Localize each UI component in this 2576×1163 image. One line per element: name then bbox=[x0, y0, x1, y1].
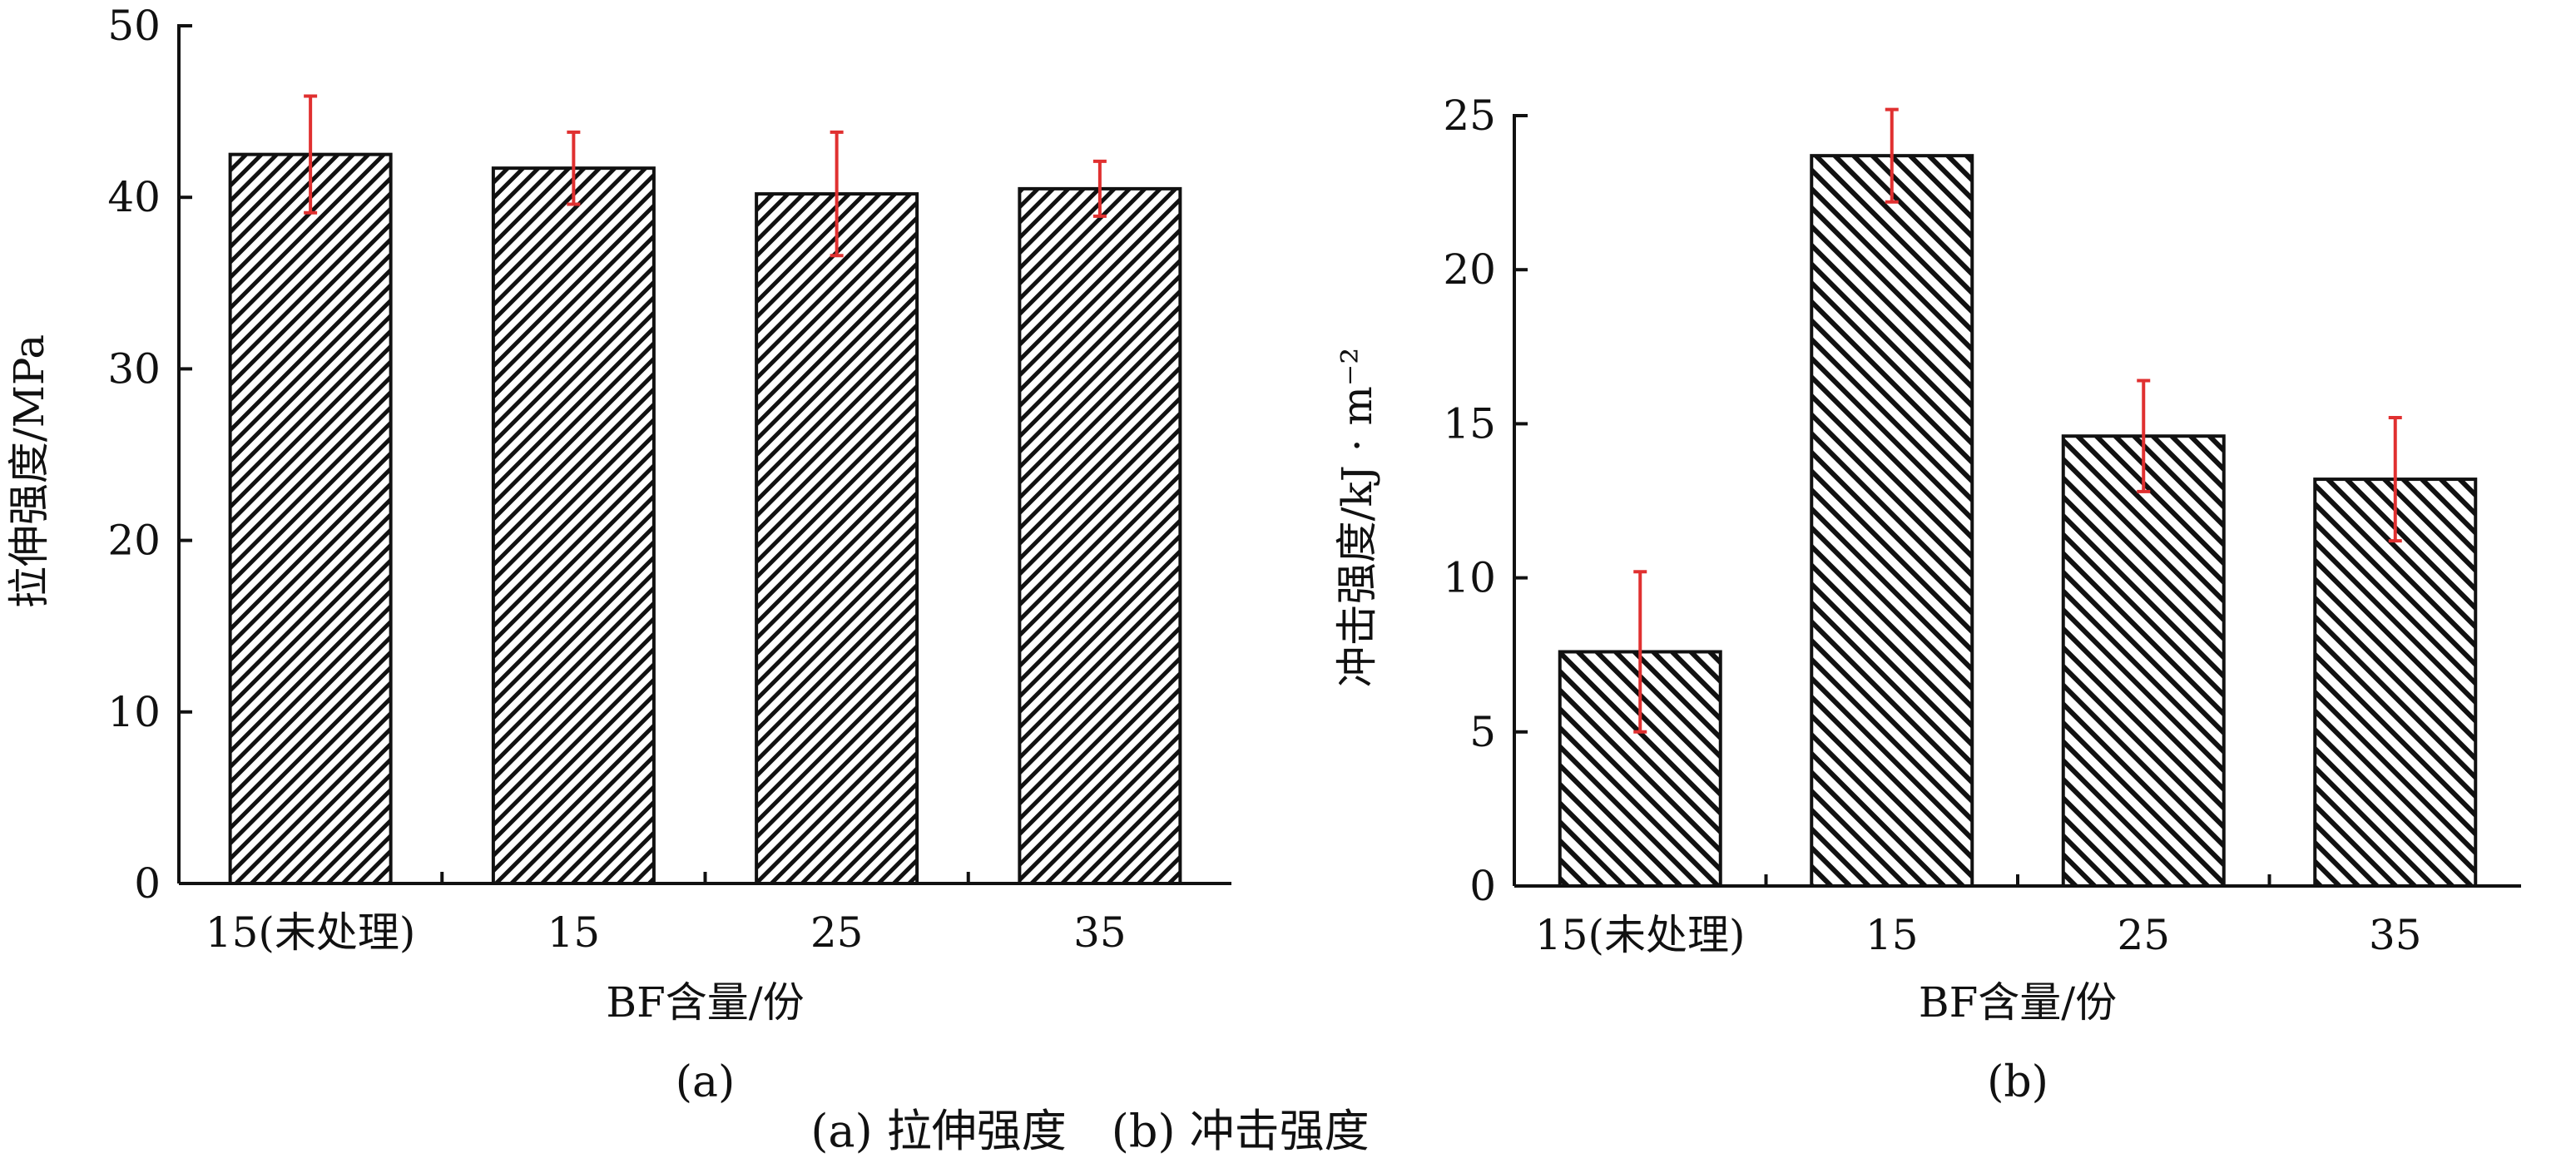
y-tick-label: 10 bbox=[1443, 554, 1496, 602]
x-tick-label: 15 bbox=[547, 908, 601, 957]
figure-caption: (a) 拉伸强度 (b) 冲击强度 bbox=[810, 1105, 1369, 1157]
x-tick-label: 35 bbox=[2369, 911, 2422, 959]
error-bar-2 bbox=[830, 130, 844, 258]
x-axis-title: BF含量/份 bbox=[1919, 978, 2117, 1027]
bar-1 bbox=[1810, 154, 1974, 888]
panel-a-tensile-strength: 0 10 20 30 40 50 15(未处理) 15 25 35 BF含量/份 拉伸强度/MPa (a… bbox=[5, 2, 1231, 1107]
y-tick-label: 50 bbox=[107, 2, 161, 50]
y-tick-label: 10 bbox=[107, 688, 161, 736]
y-tick-label: 25 bbox=[1443, 92, 1496, 140]
y-axis-title: 冲击强度/kJ · m⁻² bbox=[1333, 348, 1381, 688]
error-bar-3 bbox=[2388, 415, 2402, 543]
error-bar-1 bbox=[567, 130, 581, 206]
y-tick-label: 5 bbox=[1469, 708, 1496, 756]
x-tick-label: 35 bbox=[1073, 908, 1127, 957]
panel-label: (a) bbox=[676, 1057, 736, 1107]
panel-b-impact-strength: 0 5 10 15 20 25 15(未处理) 15 25 35 BF含量/份 冲击强度/kJ · m… bbox=[1333, 92, 2521, 1107]
y-tick-label: 15 bbox=[1443, 399, 1496, 448]
y-tick-label: 40 bbox=[107, 173, 161, 221]
panel-label: (b) bbox=[1987, 1057, 2048, 1107]
bar-1 bbox=[491, 166, 656, 885]
y-tick-label: 20 bbox=[107, 517, 161, 565]
x-tick-label: 15(未处理) bbox=[206, 908, 416, 957]
y-axis-title: 拉伸强度/MPa bbox=[5, 334, 53, 608]
x-tick-label: 25 bbox=[2117, 911, 2170, 959]
y-tick-label: 30 bbox=[107, 344, 161, 393]
error-bar-1 bbox=[1885, 107, 1899, 204]
error-bar-0 bbox=[304, 94, 318, 215]
y-tick-label: 0 bbox=[134, 859, 161, 908]
x-tick-label: 15(未处理) bbox=[1535, 911, 1746, 959]
x-tick-label: 25 bbox=[810, 908, 864, 957]
error-bar-2 bbox=[2137, 379, 2151, 493]
bar-3 bbox=[1018, 186, 1182, 885]
bar-0 bbox=[228, 152, 393, 885]
bar-3 bbox=[2313, 478, 2478, 888]
y-tick-label: 0 bbox=[1469, 862, 1496, 910]
x-tick-label: 15 bbox=[1865, 911, 1919, 959]
error-bar-3 bbox=[1092, 159, 1107, 218]
error-bar-0 bbox=[1633, 570, 1647, 734]
x-axis-title: BF含量/份 bbox=[606, 978, 804, 1027]
bar-2 bbox=[2061, 434, 2226, 888]
bar-2 bbox=[755, 192, 919, 886]
y-tick-label: 20 bbox=[1443, 245, 1496, 294]
